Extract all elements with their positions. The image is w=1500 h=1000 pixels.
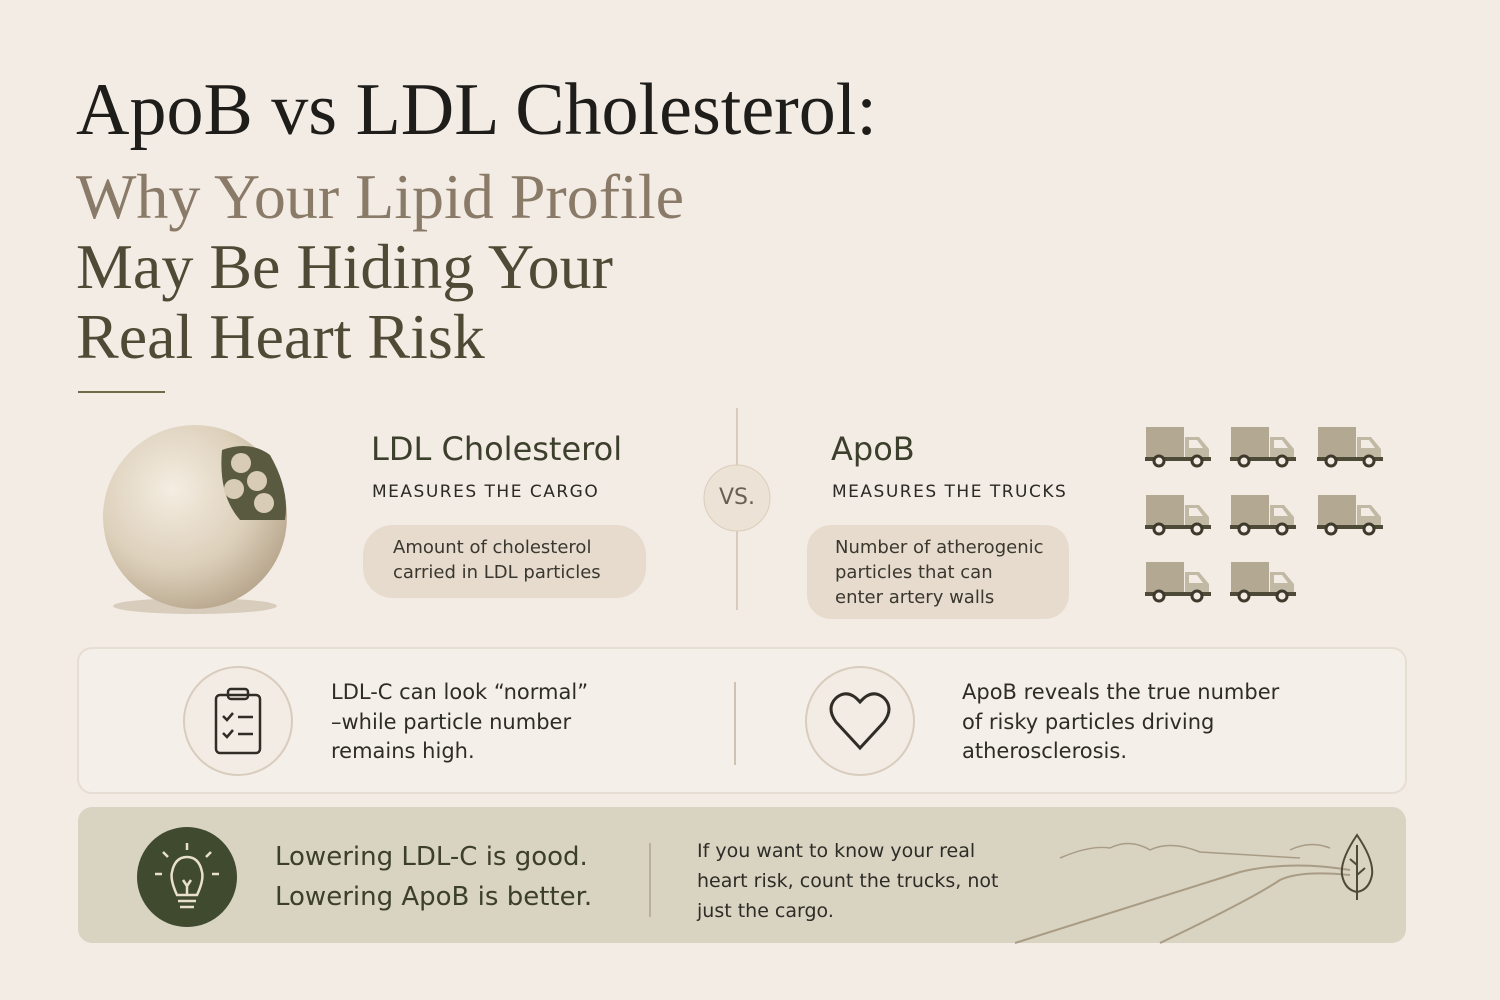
vs-label: VS. [718, 485, 755, 510]
left-description-line: Amount of cholesterol [393, 537, 592, 558]
truck-grid [1145, 425, 1383, 603]
takeaway-detail: If you want to know your real [697, 840, 976, 862]
clipboard-icon-circle [183, 666, 293, 776]
takeaway-headline: Lowering LDL-C is good. [275, 842, 588, 872]
title: ApoB vs LDL Cholesterol: [76, 69, 877, 151]
subtitle-line: Real Heart Risk [76, 301, 485, 372]
insight-line: remains high. [331, 739, 475, 763]
insight-line: LDL-C can look “normal” [331, 680, 589, 704]
insight-panel [77, 647, 1407, 794]
left-title: LDL Cholesterol [371, 430, 623, 468]
right-subtitle: MEASURES THE TRUCKS [832, 482, 1068, 502]
takeaway-panel [78, 807, 1406, 943]
insight-line: of risky particles driving [962, 710, 1215, 734]
left-description-pill [363, 525, 646, 598]
right-description-pill [807, 525, 1069, 619]
takeaway-headline: Lowering ApoB is better. [275, 882, 593, 912]
insight-line: ApoB reveals the true number [962, 680, 1280, 704]
cargo-dots [224, 453, 274, 513]
right-description-line: Number of atherogenic [835, 537, 1044, 558]
right-description-line: particles that can [835, 562, 993, 583]
takeaway-detail: just the cargo. [697, 900, 834, 922]
heart-icon-circle [805, 666, 915, 776]
left-description-line: carried in LDL particles [393, 562, 601, 583]
right-description-line: enter artery walls [835, 587, 995, 608]
clipboard-icon [214, 687, 262, 755]
takeaway-detail: heart risk, count the trucks, not [697, 870, 999, 892]
bulb-icon-circle [137, 827, 237, 927]
left-subtitle: MEASURES THE CARGO [372, 482, 600, 502]
vs-badge [703, 464, 771, 532]
heart-icon [829, 692, 891, 751]
insight-line: –while particle number [331, 710, 572, 734]
right-title: ApoB [831, 430, 915, 468]
bulb-icon [155, 843, 219, 909]
subtitle-line: Why Your Lipid Profile [76, 161, 684, 232]
subtitle-line: May Be Hiding Your [76, 231, 613, 302]
tree-icon [1340, 833, 1374, 900]
road-sketch [1014, 842, 1351, 944]
insight-line: atherosclerosis. [962, 739, 1128, 763]
